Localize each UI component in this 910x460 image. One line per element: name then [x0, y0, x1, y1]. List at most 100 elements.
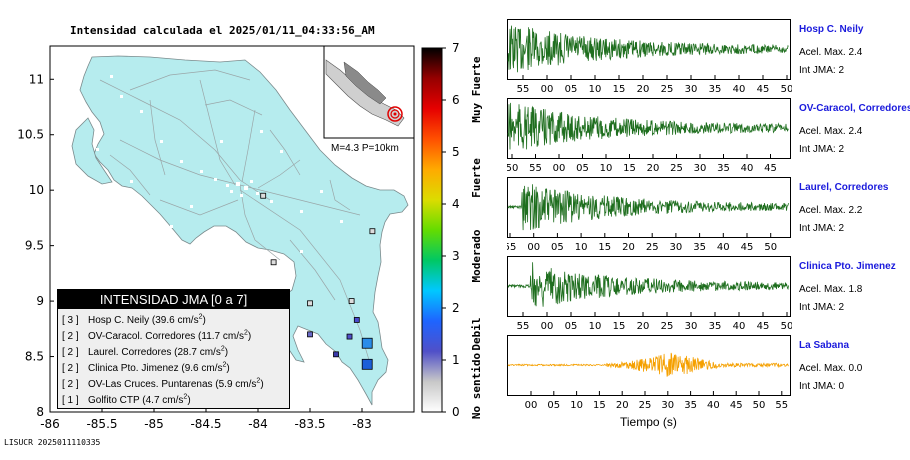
- lat-tick-label: 9.5: [25, 239, 44, 253]
- time-tick-label: 15: [613, 84, 626, 95]
- legend-item-text: OV-Caracol. Corredores (11.7 cm/s: [88, 331, 244, 342]
- time-tick-label: 45: [764, 163, 777, 174]
- legend-item-text: Golfito CTP (4.7 cm/s: [88, 395, 184, 406]
- time-tick-label: 00: [525, 400, 538, 411]
- scale-category-label: Moderado: [470, 229, 483, 282]
- waveform-trace: [507, 262, 789, 307]
- epicenter-marker: [387, 106, 403, 122]
- intensity-legend-item: [ 3 ] Hosp C. Neily (39.6 cm/s2): [62, 313, 289, 329]
- legend-item-unit-exponent: 2: [183, 393, 188, 401]
- lat-tick-label: 8: [36, 405, 44, 419]
- scale-category-label: Debil: [470, 317, 483, 350]
- inset-map: [323, 45, 415, 139]
- legend-item-unit-exponent: 2: [222, 361, 227, 369]
- waveform-trace: [507, 25, 789, 73]
- time-tick-label: 05: [576, 163, 589, 174]
- time-tick-label: 25: [639, 400, 652, 411]
- time-tick-label: 05: [565, 321, 578, 332]
- time-tick-label: 35: [693, 242, 706, 253]
- intensity-legend-list: [ 3 ] Hosp C. Neily (39.6 cm/s2) [ 2 ] OV-C…: [62, 313, 289, 409]
- time-tick-label: 45: [757, 84, 770, 95]
- intensity-scale: 0 1 2 3 4 5 6 7 No sentido Debil Moderado Fuerte Muy…: [421, 41, 483, 420]
- station-accel-max: Acel. Max. 0.0: [799, 363, 863, 374]
- legend-item-level: [ 2 ]: [62, 363, 79, 374]
- time-tick-label: 40: [733, 321, 746, 332]
- station-marker: [307, 331, 313, 338]
- station-marker: [346, 333, 353, 340]
- station-intensity: Int JMA: 0: [799, 381, 845, 392]
- waveform-plot: 55 00 05 10 15 20 25 30 35 40 45 50: [507, 177, 791, 253]
- time-tick-label: 05: [565, 84, 578, 95]
- time-tick-label: 35: [709, 84, 722, 95]
- time-tick-label: 10: [589, 321, 602, 332]
- time-tick-label: 25: [661, 321, 674, 332]
- footer-id: LISUCR 2025011110335: [4, 438, 101, 447]
- station-intensity: Int JMA: 2: [799, 223, 845, 234]
- lon-tick-label: -85: [144, 417, 164, 431]
- magnitude-depth-label: M=4.3 P=10km: [331, 143, 399, 154]
- legend-item-close: ): [187, 395, 191, 406]
- time-tick-label: 25: [661, 84, 674, 95]
- time-tick-label: 50: [764, 242, 777, 253]
- legend-item-unit-exponent: 2: [220, 345, 225, 353]
- time-tick-label: 30: [670, 242, 683, 253]
- time-tick-label: 00: [527, 242, 540, 253]
- time-tick-label: 00: [553, 163, 566, 174]
- station-name: Clinica Pto. Jimenez: [799, 261, 896, 272]
- intensity-legend-item: [ 2 ] Clinica Pto. Jimenez (9.6 cm/s2): [62, 361, 289, 377]
- lon-tick-label: -85.5: [86, 417, 117, 431]
- lon-tick-label: -86: [40, 417, 60, 431]
- legend-item-close: ): [202, 315, 206, 326]
- time-tick-label: 10: [575, 242, 588, 253]
- station-markers: [260, 192, 376, 370]
- nicoya-peninsula: [71, 117, 113, 185]
- time-tick-label: 20: [616, 400, 629, 411]
- lon-tick-label: -84.5: [190, 417, 221, 431]
- legend-item-text: OV-Las Cruces. Puntarenas (5.9 cm/s: [88, 379, 257, 390]
- time-tick-label: 45: [730, 400, 743, 411]
- legend-item-text: Laurel. Corredores (28.7 cm/s: [88, 347, 221, 358]
- time-tick-label: 40: [733, 84, 746, 95]
- station-name: Laurel, Corredores: [799, 182, 889, 193]
- intensity-legend-title: INTENSIDAD JMA [0 a 7]: [58, 290, 289, 309]
- legend-item-close: ): [260, 379, 264, 390]
- time-tick-label: 15: [613, 321, 626, 332]
- intensity-legend-item: [ 2 ] Laurel. Corredores (28.7 cm/s2): [62, 345, 289, 361]
- legend-item-level: [ 1 ]: [62, 395, 79, 406]
- lon-tick-label: -83: [352, 417, 372, 431]
- time-tick-label: 15: [623, 163, 636, 174]
- time-tick-label: 45: [757, 321, 770, 332]
- intensity-legend-item: [ 1 ] Golfito CTP (4.7 cm/s2): [62, 393, 289, 409]
- time-tick-label: 25: [670, 163, 683, 174]
- time-tick-label: 45: [741, 242, 754, 253]
- scale-tick-label: 7: [452, 41, 460, 55]
- station-intensity: Int JMA: 2: [799, 144, 845, 155]
- time-tick-label: 10: [589, 84, 602, 95]
- time-tick-label: 30: [685, 321, 698, 332]
- lat-axis: 11 10.5 10 9.5 9 8.5 8: [17, 72, 54, 419]
- intensity-legend: INTENSIDAD JMA [0 a 7] [ 3 ] Hosp C. Neil…: [57, 289, 290, 409]
- scale-category-label: No sentido: [470, 353, 483, 420]
- scale-tick-label: 3: [452, 249, 460, 263]
- time-tick-label: 35: [684, 400, 697, 411]
- station-name: La Sabana: [799, 340, 850, 351]
- time-tick-label: 30: [685, 84, 698, 95]
- time-tick-label: 35: [717, 163, 730, 174]
- time-tick-label: 05: [551, 242, 564, 253]
- lon-axis: -86 -85.5 -85 -84.5 -84 -83.5 -83: [40, 408, 372, 431]
- time-tick-label: 50: [781, 321, 792, 332]
- legend-item-close: ): [224, 347, 229, 358]
- time-tick-label: 10: [570, 400, 583, 411]
- legend-item-unit-exponent: 2: [198, 313, 203, 321]
- legend-item-level: [ 2 ]: [62, 379, 79, 390]
- waveform-trace: [507, 352, 789, 377]
- time-tick-label: 15: [598, 242, 611, 253]
- scale-category-label: Fuerte: [470, 158, 483, 198]
- time-tick-label: 00: [541, 84, 554, 95]
- time-tick-label: 20: [647, 163, 660, 174]
- waveform-plot: 55 00 05 10 15 20 25 30 35 40 45 50: [507, 256, 792, 332]
- time-tick-label: 20: [637, 84, 650, 95]
- station-marker: [307, 300, 313, 307]
- legend-item-text: Clinica Pto. Jimenez (9.6 cm/s: [88, 363, 223, 374]
- station-marker: [361, 358, 373, 370]
